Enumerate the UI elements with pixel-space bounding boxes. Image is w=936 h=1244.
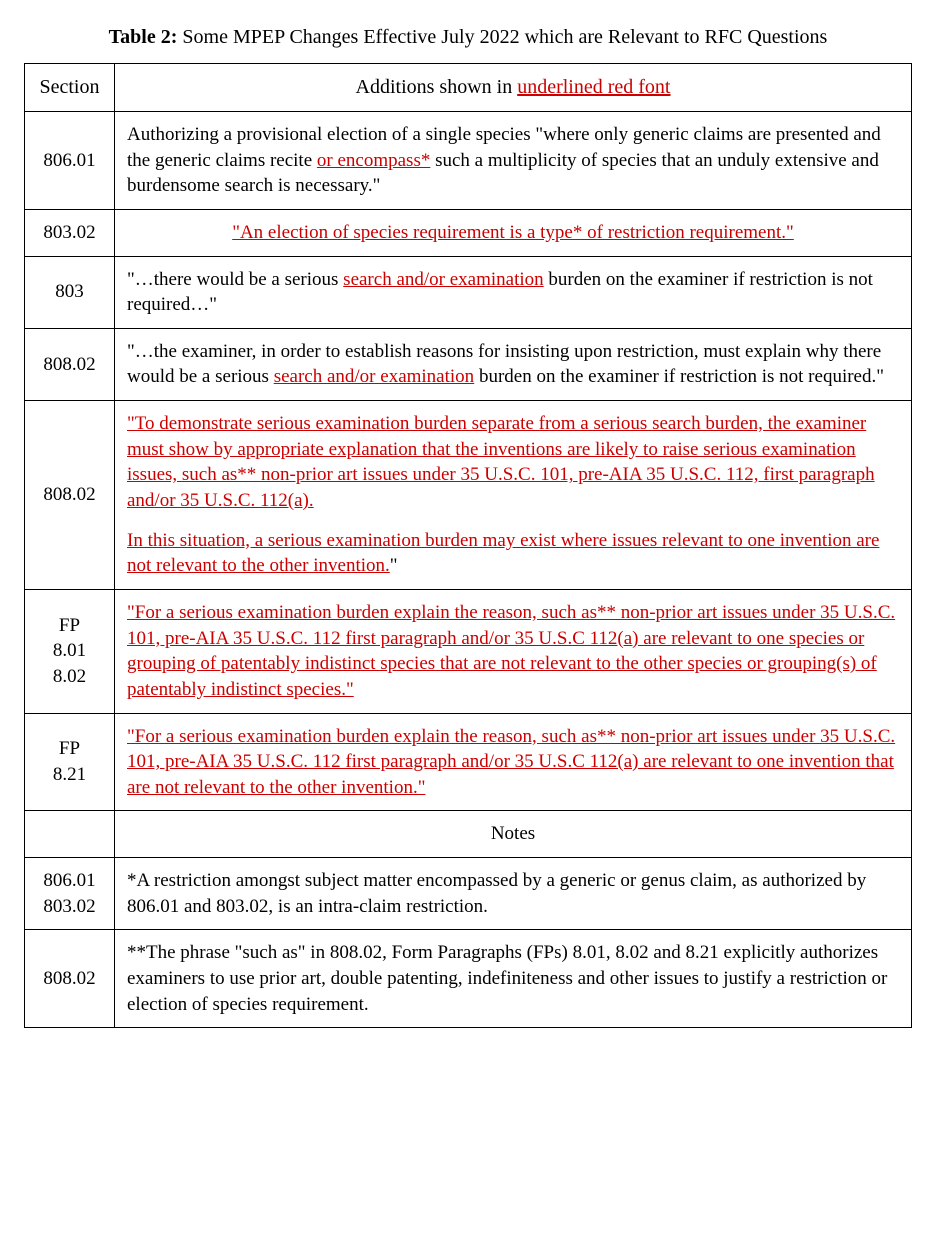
table-row: 806.01 Authorizing a provisional electio… — [25, 112, 912, 210]
content-cell: "…there would be a serious search and/or… — [115, 256, 912, 328]
section-cell-empty — [25, 811, 115, 858]
section-cell: 806.01 — [25, 112, 115, 210]
content-cell: *A restriction amongst subject matter en… — [115, 858, 912, 930]
section-line: 8.01 — [53, 640, 86, 661]
highlight-segment: or encompass* — [317, 150, 430, 171]
highlight-segment: search and/or examination — [343, 269, 543, 290]
highlight-segment: "An election of species requirement is a… — [232, 222, 794, 243]
table-row: 808.02 "To demonstrate serious examinati… — [25, 401, 912, 590]
table-row: 803.02 "An election of species requireme… — [25, 209, 912, 256]
section-cell: 803.02 — [25, 209, 115, 256]
notes-header: Notes — [115, 811, 912, 858]
highlight-segment: In this situation, a serious examination… — [127, 530, 879, 577]
section-line: 806.01 — [43, 870, 95, 891]
content-cell: Authorizing a provisional election of a … — [115, 112, 912, 210]
header-additions-highlight: underlined red font — [517, 76, 670, 98]
notes-header-row: Notes — [25, 811, 912, 858]
section-line: FP — [59, 738, 80, 759]
section-line: 8.21 — [53, 764, 86, 785]
text-segment: " — [390, 555, 398, 576]
content-cell: **The phrase "such as" in 808.02, Form P… — [115, 930, 912, 1028]
section-line: FP — [59, 615, 80, 636]
section-cell: 808.02 — [25, 401, 115, 590]
title-text: Some MPEP Changes Effective July 2022 wh… — [177, 26, 827, 48]
table-row: 806.01 803.02 *A restriction amongst sub… — [25, 858, 912, 930]
highlight-segment: search and/or examination — [274, 366, 474, 387]
content-cell: "An election of species requirement is a… — [115, 209, 912, 256]
table-row: 803 "…there would be a serious search an… — [25, 256, 912, 328]
section-cell: 803 — [25, 256, 115, 328]
highlight-segment: "To demonstrate serious examination burd… — [127, 413, 875, 511]
table-row: 808.02 "…the examiner, in order to estab… — [25, 328, 912, 400]
section-line: 803.02 — [43, 896, 95, 917]
header-additions-prefix: Additions shown in — [356, 76, 518, 98]
table-header-row: Section Additions shown in underlined re… — [25, 64, 912, 112]
highlight-segment: "For a serious examination burden explai… — [127, 602, 895, 700]
paragraph-gap — [127, 514, 899, 528]
section-cell: FP 8.21 — [25, 713, 115, 811]
section-cell: FP 8.01 8.02 — [25, 589, 115, 713]
text-segment: burden on the examiner if restriction is… — [474, 366, 884, 387]
content-cell: "To demonstrate serious examination burd… — [115, 401, 912, 590]
table-row: FP 8.21 "For a serious examination burde… — [25, 713, 912, 811]
content-cell: "…the examiner, in order to establish re… — [115, 328, 912, 400]
table-row: 808.02 **The phrase "such as" in 808.02,… — [25, 930, 912, 1028]
table-row: FP 8.01 8.02 "For a serious examination … — [25, 589, 912, 713]
section-cell: 808.02 — [25, 930, 115, 1028]
header-additions: Additions shown in underlined red font — [115, 64, 912, 112]
mpep-table: Section Additions shown in underlined re… — [24, 63, 912, 1028]
highlight-segment: "For a serious examination burden explai… — [127, 726, 895, 798]
header-section: Section — [25, 64, 115, 112]
section-cell: 808.02 — [25, 328, 115, 400]
content-cell: "For a serious examination burden explai… — [115, 589, 912, 713]
title-label: Table 2: — [109, 26, 178, 48]
content-cell: "For a serious examination burden explai… — [115, 713, 912, 811]
section-cell: 806.01 803.02 — [25, 858, 115, 930]
text-segment: "…there would be a serious — [127, 269, 343, 290]
table-title: Table 2: Some MPEP Changes Effective Jul… — [24, 24, 912, 51]
section-line: 8.02 — [53, 666, 86, 687]
